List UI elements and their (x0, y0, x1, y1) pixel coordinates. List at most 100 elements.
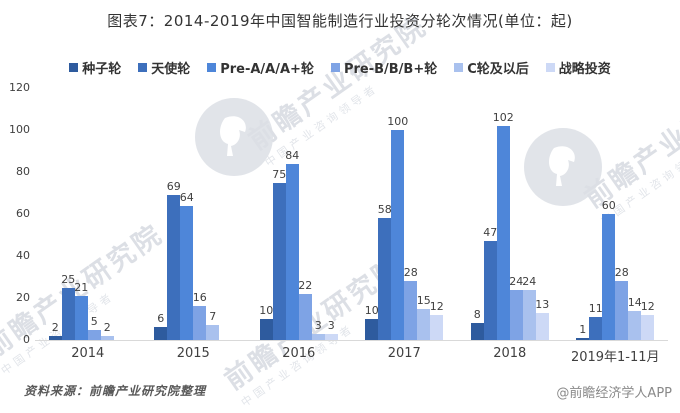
legend-label: 天使轮 (151, 62, 191, 77)
bar-value-label: 69 (166, 180, 181, 194)
bar-2019年1-11月-Pre-B/B/B+轮 (615, 281, 629, 340)
legend-swatch-icon (545, 63, 555, 72)
bar-2019年1-11月-天使轮 (589, 316, 603, 340)
bar-value-label: 10 (259, 304, 274, 317)
bar-2018-天使轮 (483, 241, 497, 340)
credit-note: @前瞻经济学人APP (556, 386, 672, 401)
bar-value-label: 64 (179, 190, 194, 204)
bar-2018-种子轮 (470, 323, 484, 340)
bar-2014-Pre-A/A/A+轮 (74, 295, 88, 340)
bar-2015-天使轮 (167, 195, 181, 340)
bar-value-label: 15 (416, 293, 431, 307)
bar-value-label: 2 (103, 320, 111, 334)
y-tick-label: 60 (16, 207, 30, 220)
bar-value-label: 12 (640, 299, 655, 313)
bar-2019年1-11月-战略投资 (641, 314, 655, 340)
bar-2017-战略投资 (430, 314, 444, 340)
bar-value-label: 1 (579, 322, 587, 336)
bar-value-label: 3 (314, 318, 322, 332)
bar-value-label: 6 (157, 312, 165, 326)
legend-item-1: 天使轮 (138, 58, 190, 77)
bar-value-label: 102 (492, 110, 514, 124)
x-tick-label: 2015 (176, 346, 210, 361)
legend-item-3: Pre-B/B/B+轮 (330, 58, 438, 77)
bar-value-label: 12 (429, 299, 444, 313)
y-tick-label: 20 (16, 291, 30, 304)
source-note: 资料来源：前瞻产业研究院整理 (24, 384, 207, 398)
legend-item-4: C轮及以后 (454, 58, 529, 77)
bar-value-label: 24 (509, 274, 524, 288)
bar-2017-种子轮 (365, 319, 379, 340)
bar-2015-Pre-B/B/B+轮 (193, 306, 207, 340)
x-tick-label: 2017 (387, 346, 421, 361)
y-tick-label: 40 (16, 249, 30, 262)
bar-2016-天使轮 (272, 182, 286, 340)
bar-value-label: 11 (588, 301, 603, 315)
bar-value-label: 24 (522, 274, 537, 288)
bar-value-label: 21 (74, 280, 89, 294)
chart-title: 图表7：2014-2019年中国智能制造行业投资分轮次情况(单位：起) (107, 12, 573, 30)
bar-value-label: 28 (403, 266, 418, 280)
legend-label: C轮及以后 (467, 62, 529, 77)
bar-value-label: 5 (90, 314, 98, 328)
bar-value-label: 60 (601, 199, 616, 212)
bar-value-label: 14 (627, 295, 642, 309)
bar-value-label: 13 (535, 297, 550, 311)
bar-2017-Pre-B/B/B+轮 (404, 281, 418, 340)
bar-2016-C轮及以后 (311, 333, 325, 340)
legend-swatch-icon (330, 63, 340, 72)
bar-2014-C轮及以后 (100, 335, 114, 340)
bar-value-label: 100 (387, 115, 409, 128)
y-tick-label: 80 (16, 165, 30, 178)
y-tick-label: 100 (9, 123, 30, 136)
bar-2017-C轮及以后 (417, 308, 431, 340)
legend-item-2: Pre-A/A/A+轮 (207, 58, 314, 77)
bar-2018-Pre-A/A/A+轮 (496, 125, 510, 340)
legend-label: Pre-A/A/A+轮 (220, 62, 314, 77)
legend-swatch-icon (138, 63, 148, 72)
bar-2016-种子轮 (259, 319, 273, 340)
bar-value-label: 47 (483, 226, 498, 240)
bar-value-label: 3 (327, 318, 335, 332)
bar-value-label: 7 (209, 310, 217, 324)
bar-value-label: 84 (285, 148, 300, 162)
legend-label: Pre-B/B/B+轮 (343, 62, 438, 77)
bar-2018-战略投资 (535, 312, 549, 340)
legend-label: 战略投资 (558, 62, 611, 77)
bar-2016-Pre-B/B/B+轮 (298, 293, 312, 340)
bar-2015-Pre-A/A/A+轮 (180, 205, 194, 340)
legend: 种子轮 天使轮 Pre-A/A/A+轮 Pre-B/B/B+轮 C轮及以后 战略投资 (0, 58, 680, 77)
bar-2018-C轮及以后 (522, 289, 536, 340)
bar-value-label: 2 (51, 320, 59, 334)
x-tick-label: 2018 (493, 346, 527, 361)
bar-2015-种子轮 (154, 327, 168, 340)
legend-item-5: 战略投资 (545, 58, 611, 77)
bar-value-label: 25 (61, 272, 76, 286)
legend-swatch-icon (69, 63, 79, 72)
bar-2019年1-11月-Pre-A/A/A+轮 (602, 214, 616, 340)
bar-2014-天使轮 (61, 287, 75, 340)
bar-value-label: 28 (614, 266, 629, 280)
bar-2017-天使轮 (378, 218, 392, 340)
bar-2019年1-11月-种子轮 (576, 337, 590, 340)
x-tick-label: 2016 (282, 346, 316, 361)
bar-2014-种子轮 (48, 335, 62, 340)
y-tick-label: 0 (23, 333, 30, 346)
bar-2016-战略投资 (324, 333, 338, 340)
bar-2015-C轮及以后 (206, 325, 220, 340)
bar-2017-Pre-A/A/A+轮 (391, 130, 405, 340)
bar-value-label: 75 (272, 167, 287, 181)
legend-swatch-icon (454, 63, 464, 72)
bar-2019年1-11月-C轮及以后 (628, 310, 642, 340)
bar-2014-Pre-B/B/B+轮 (87, 329, 101, 340)
y-tick-label: 120 (9, 81, 30, 94)
x-tick-label: 2014 (71, 346, 105, 361)
bar-value-label: 10 (364, 304, 379, 317)
bar-value-label: 58 (377, 203, 392, 217)
plot-area: 2 25 21 5 2 6 69 64 16 7 10 75 84 22 3 3 10 58 100 28 15 12 8 4… (35, 88, 668, 341)
legend-item-0: 种子轮 (69, 58, 121, 77)
bar-2016-Pre-A/A/A+轮 (285, 163, 299, 340)
legend-swatch-icon (207, 63, 217, 72)
legend-label: 种子轮 (82, 62, 122, 77)
